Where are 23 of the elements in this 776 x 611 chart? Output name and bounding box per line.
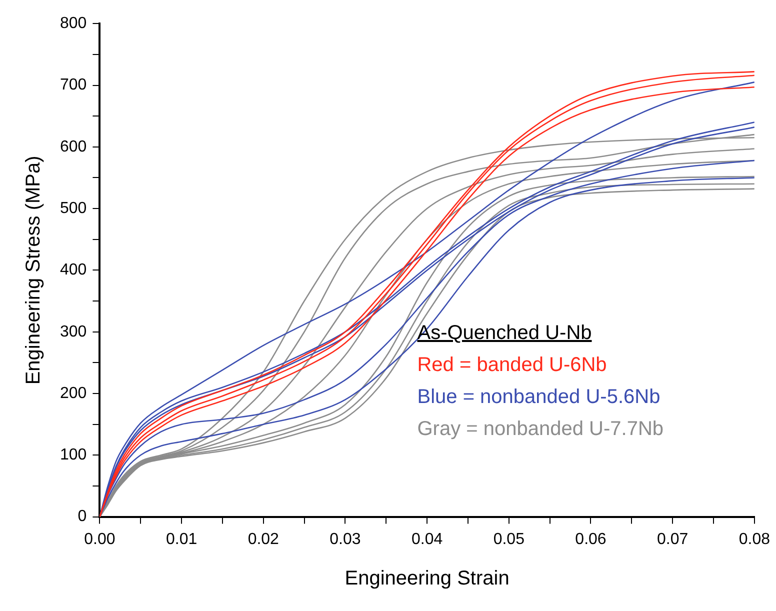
- x-tick-label: 0.00: [84, 530, 116, 548]
- x-tick-label: 0.05: [493, 530, 525, 548]
- x-tick-label: 0.01: [166, 530, 198, 548]
- y-tick-label: 500: [60, 200, 87, 217]
- annotation: Blue = nonbanded U-5.6Nb: [417, 384, 662, 410]
- x-tick-label: 0.06: [575, 530, 606, 548]
- y-axis-title: Engineering Stress (MPa): [22, 156, 45, 385]
- annotation: Gray = nonbanded U-7.7Nb: [417, 416, 664, 442]
- x-axis-title: Engineering Strain: [344, 568, 510, 590]
- x-tick-label: 0.03: [330, 530, 361, 548]
- y-tick-label: 0: [78, 508, 87, 526]
- y-tick-label: 800: [60, 15, 87, 32]
- y-tick-label: 100: [60, 446, 87, 464]
- y-tick-label: 600: [60, 138, 87, 156]
- x-tick-label: 0.02: [248, 530, 280, 548]
- y-tick-label: 200: [60, 384, 87, 402]
- y-tick-label: 300: [60, 323, 87, 340]
- y-tick-label: 700: [60, 76, 87, 94]
- x-tick-label: 0.08: [738, 530, 770, 548]
- x-tick-label: 0.04: [411, 530, 443, 548]
- y-tick-label: 400: [60, 262, 87, 279]
- annotation: Red = banded U-6Nb: [417, 352, 608, 378]
- x-tick-label: 0.07: [657, 530, 688, 548]
